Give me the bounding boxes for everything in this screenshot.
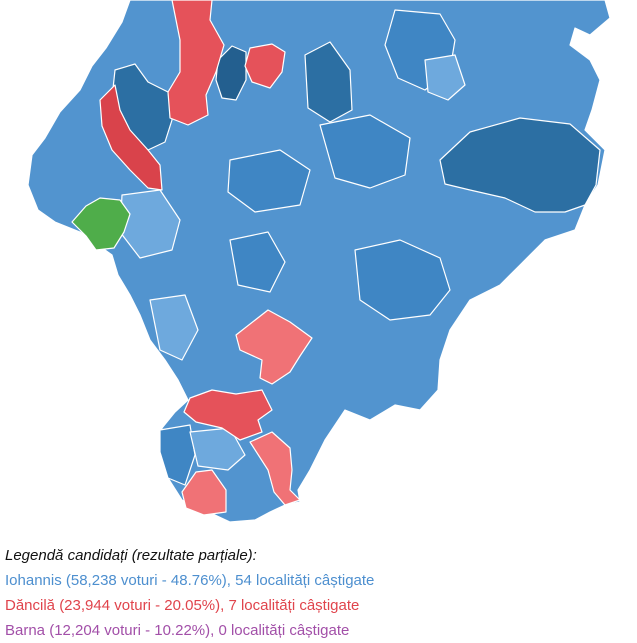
commune-barna xyxy=(71,197,131,251)
commune-central-south xyxy=(229,231,286,293)
commune-dancila-south-west xyxy=(181,469,227,516)
legend-item-barna: Barna (12,204 voturi - 10.22%), 0 locali… xyxy=(5,622,350,639)
legend-item-dancila: Dăncilă (23,944 voturi - 20.05%), 7 loca… xyxy=(5,597,360,614)
commune-dancila-northeast xyxy=(244,43,286,89)
commune-north-center xyxy=(304,41,353,123)
commune-dancila-south xyxy=(183,389,273,441)
commune-east-large xyxy=(439,117,601,213)
commune-light-north xyxy=(424,54,466,101)
commune-south-west-dark xyxy=(159,424,196,486)
commune-south-east xyxy=(354,239,451,321)
legend-item-iohannis: Iohannis (58,238 voturi - 48.76%), 54 lo… xyxy=(5,572,375,589)
commune-dancila-north xyxy=(167,0,225,126)
county-territory xyxy=(27,0,611,523)
legend: Legendă candidați (rezultate parțiale): … xyxy=(5,544,633,643)
election-map xyxy=(27,0,611,523)
legend-title: Legendă candidați (rezultate parțiale): xyxy=(5,547,257,564)
commune-center-east xyxy=(319,114,411,189)
commune-dancila-south-east xyxy=(249,431,301,506)
commune-north-small-dark xyxy=(215,45,247,101)
commune-light-center xyxy=(149,294,199,361)
commune-dancila-west xyxy=(99,84,163,191)
commune-dancila-center-south xyxy=(235,309,313,385)
commune-center xyxy=(227,149,311,213)
